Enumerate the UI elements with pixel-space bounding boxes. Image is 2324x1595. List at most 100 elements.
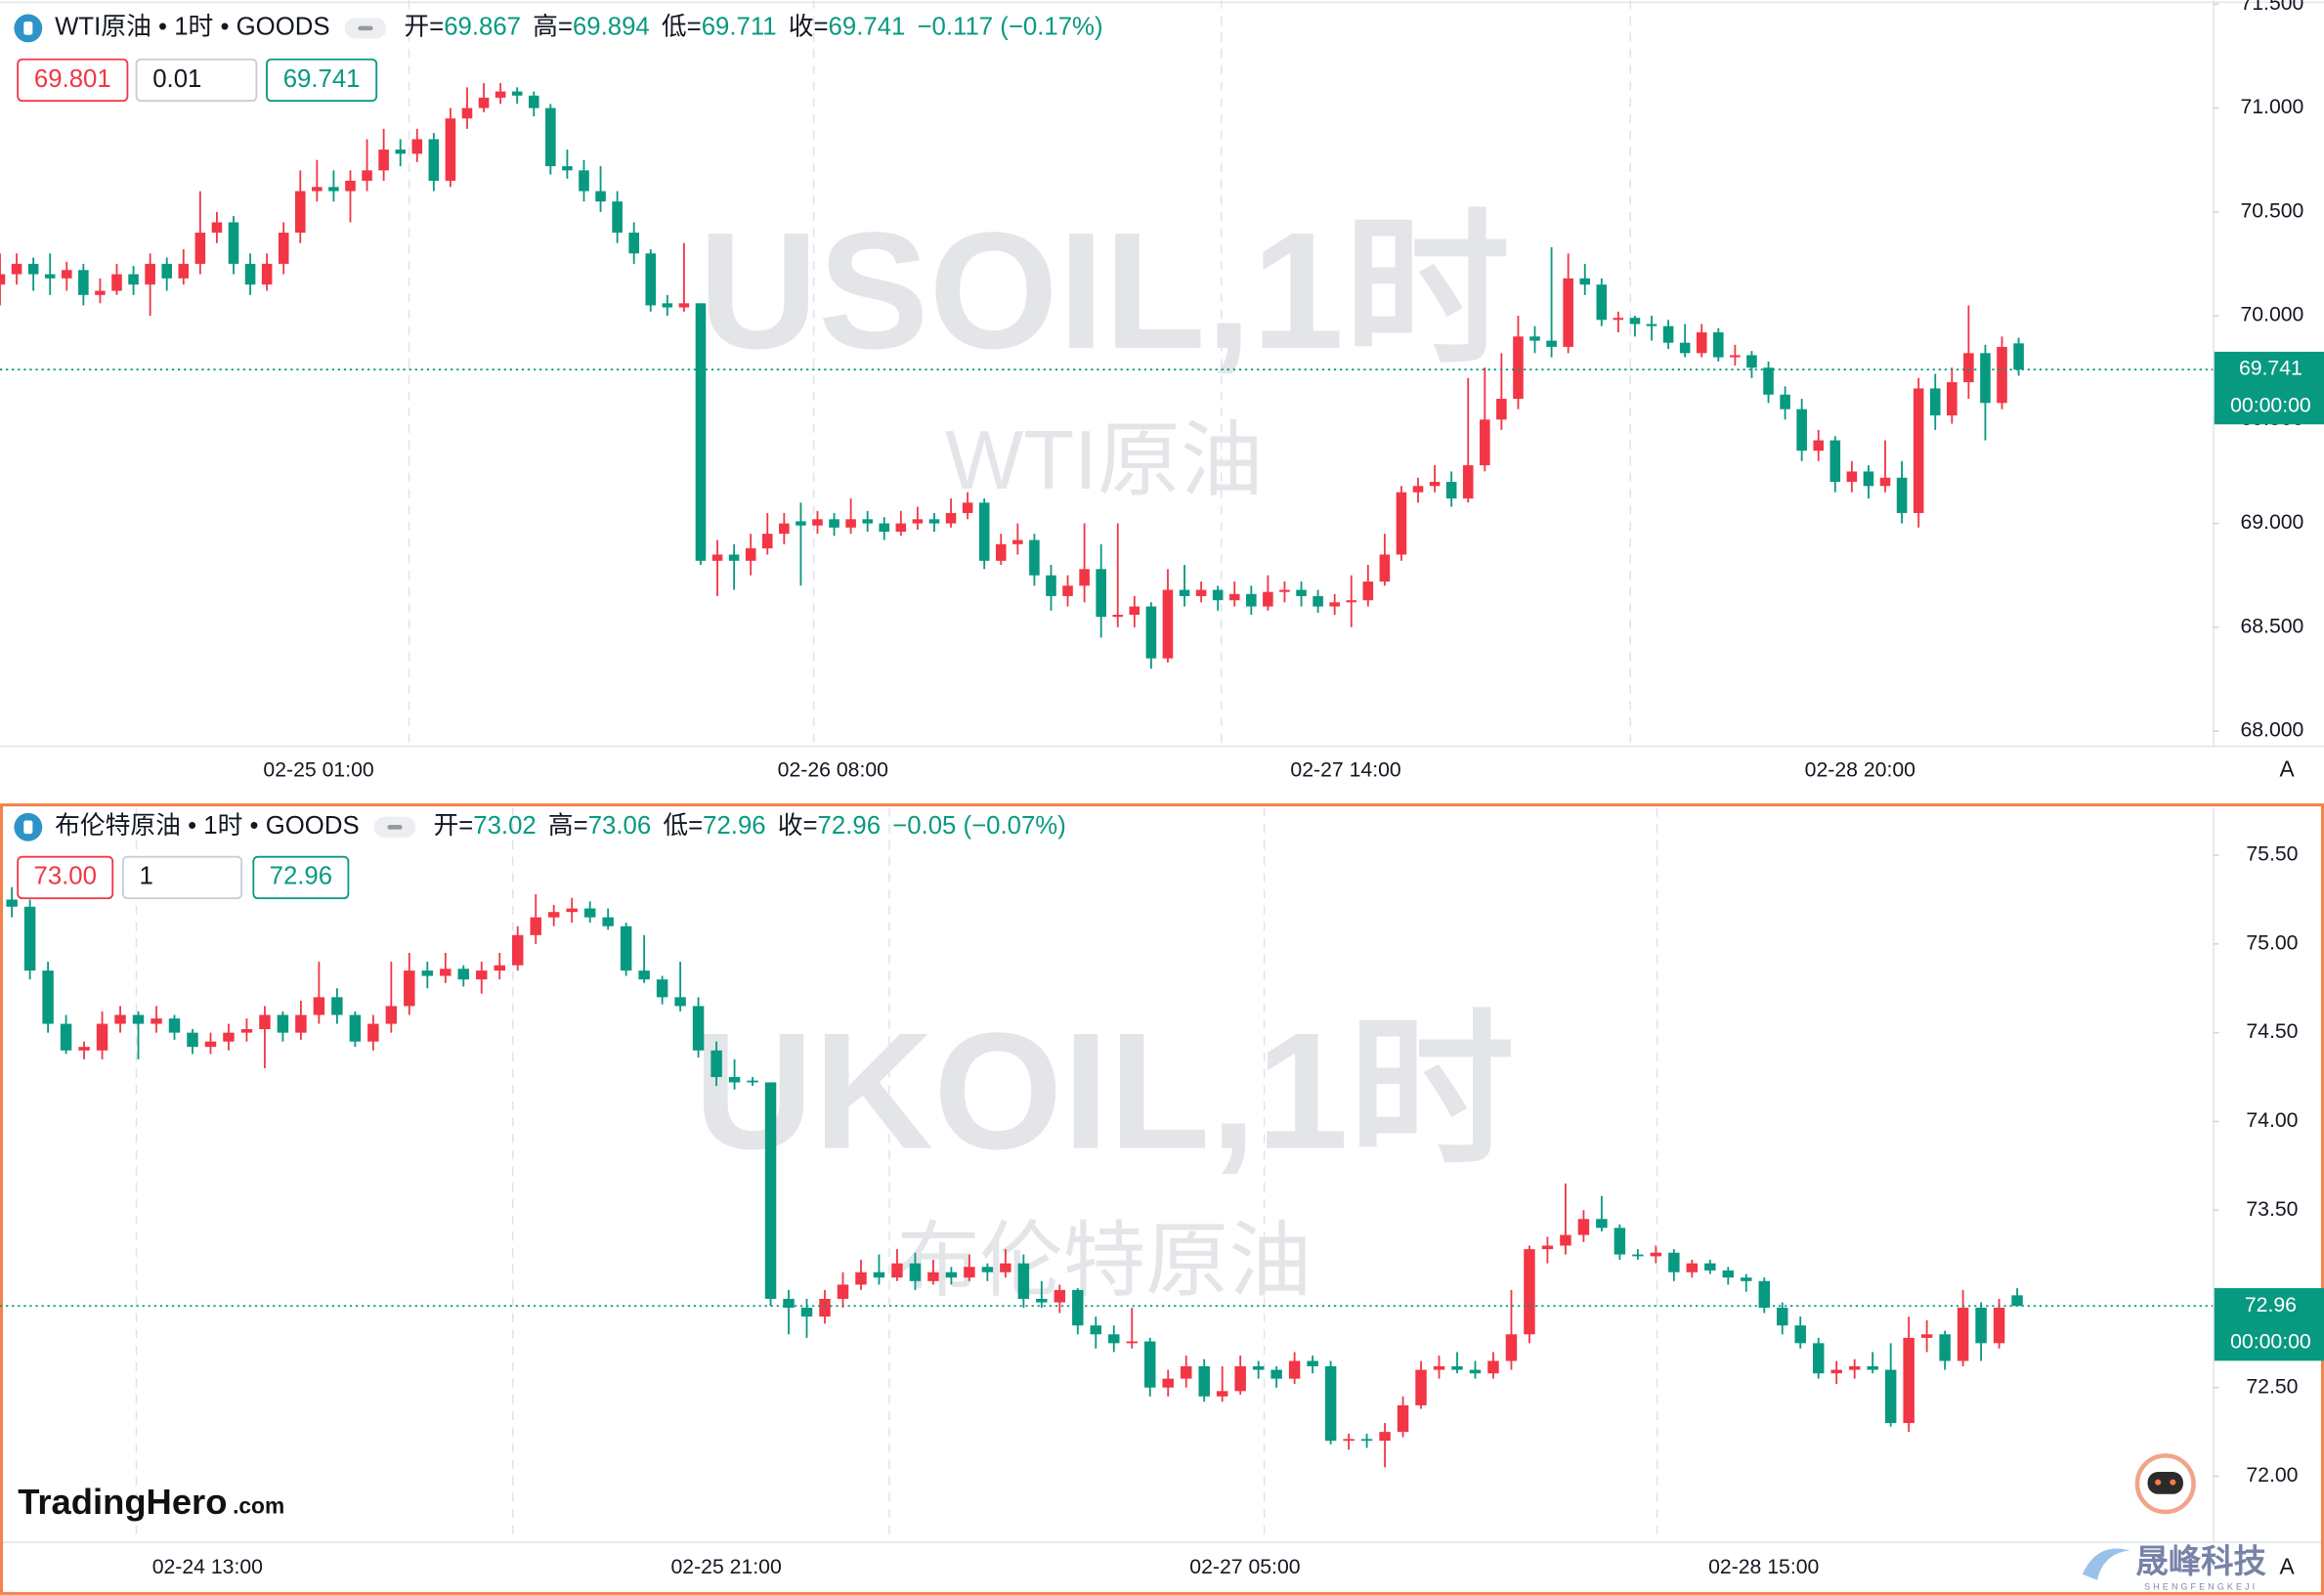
candle-body bbox=[895, 523, 907, 533]
y-tick-label: 70.000 bbox=[2240, 304, 2303, 326]
candle-body bbox=[1252, 1365, 1265, 1370]
step-box[interactable] bbox=[121, 855, 243, 900]
y-tick-label: 68.000 bbox=[2240, 719, 2303, 742]
step-box[interactable] bbox=[135, 58, 258, 103]
candle-body bbox=[168, 1018, 181, 1033]
candle-body bbox=[1829, 440, 1841, 483]
watermark-subtitle: 布伦特原油 bbox=[897, 1214, 1313, 1307]
collapse-pill-dash bbox=[387, 825, 403, 830]
candle-body bbox=[259, 1014, 271, 1030]
candle-body bbox=[328, 187, 339, 192]
candle-body bbox=[1062, 585, 1073, 596]
ohlc-field-label: 收= bbox=[789, 13, 829, 41]
candle-body bbox=[378, 150, 389, 171]
candle-body bbox=[512, 934, 524, 966]
candle-body bbox=[461, 108, 473, 119]
candle-body bbox=[891, 1263, 903, 1278]
auto-scale-button[interactable]: A bbox=[2279, 756, 2295, 782]
candle-body bbox=[178, 263, 190, 279]
candle-body bbox=[1313, 595, 1323, 607]
candle-body bbox=[1812, 1343, 1825, 1374]
candle-body bbox=[1963, 353, 1974, 383]
candle-body bbox=[331, 997, 343, 1015]
candle-body bbox=[1662, 325, 1674, 343]
candle-body bbox=[779, 523, 790, 535]
ask-box[interactable] bbox=[252, 855, 350, 900]
candle-body bbox=[1704, 1263, 1716, 1271]
candle-body bbox=[656, 979, 668, 998]
candle-body bbox=[1529, 336, 1540, 341]
candle-body bbox=[562, 166, 573, 171]
candle-body bbox=[132, 1014, 145, 1024]
candle-body bbox=[114, 1014, 126, 1024]
candle-body bbox=[95, 290, 106, 295]
candle-body bbox=[42, 970, 54, 1024]
bid-box[interactable] bbox=[17, 855, 114, 900]
ohlc-field-value: 73.02 bbox=[473, 812, 536, 840]
candle-body bbox=[962, 502, 973, 513]
candle-body bbox=[1746, 355, 1757, 368]
candle-body bbox=[476, 970, 488, 980]
candles bbox=[6, 886, 2023, 1468]
candle-body bbox=[1469, 1369, 1482, 1374]
bid-box[interactable] bbox=[17, 58, 129, 103]
candle-body bbox=[1686, 1263, 1699, 1272]
candle-body bbox=[695, 303, 707, 561]
x-tick-label: 02-24 13:00 bbox=[152, 1556, 263, 1578]
assistant-button[interactable] bbox=[2134, 1453, 2196, 1515]
candle-body bbox=[1579, 278, 1591, 285]
candle-body bbox=[1415, 1369, 1427, 1405]
candle-body bbox=[1696, 332, 1707, 354]
candle-body bbox=[421, 970, 434, 976]
candle-body bbox=[1343, 1439, 1355, 1442]
candle-body bbox=[404, 970, 415, 1007]
y-tick-label: 74.00 bbox=[2246, 1109, 2298, 1132]
candle-body bbox=[1288, 1360, 1301, 1379]
candle-body bbox=[1079, 569, 1090, 586]
candle-body bbox=[60, 1023, 72, 1051]
candle-body bbox=[964, 1267, 975, 1278]
auto-scale-button[interactable]: A bbox=[2279, 1554, 2295, 1579]
candle-body bbox=[1980, 353, 1991, 404]
candle-body bbox=[728, 554, 740, 561]
symbol-icon-glyph bbox=[23, 22, 33, 35]
candle-body bbox=[1846, 471, 1858, 483]
candle-body bbox=[211, 222, 223, 234]
candle-body bbox=[494, 965, 505, 971]
ohlc-field-value: 73.06 bbox=[588, 812, 651, 840]
candle-body bbox=[796, 521, 806, 526]
ohlc-field-label: 低= bbox=[663, 811, 703, 840]
candle-body bbox=[692, 1006, 705, 1051]
candle-body bbox=[662, 303, 673, 308]
candle-body bbox=[367, 1023, 379, 1042]
y-tick-label: 71.500 bbox=[2240, 0, 2303, 15]
candle-body bbox=[1162, 589, 1174, 659]
x-tick-label: 02-27 05:00 bbox=[1189, 1556, 1300, 1578]
candles bbox=[0, 83, 2024, 669]
candle-body bbox=[1360, 1439, 1373, 1442]
logo-name: TradingHero bbox=[18, 1482, 227, 1522]
candle-body bbox=[747, 1080, 758, 1083]
ohlc-field-value: 69.741 bbox=[829, 14, 906, 41]
candle-body bbox=[111, 274, 122, 291]
y-tick-label: 75.00 bbox=[2246, 931, 2298, 954]
candle-body bbox=[909, 1263, 922, 1281]
candle-body bbox=[945, 1272, 958, 1278]
ohlc-field-value: 69.894 bbox=[573, 14, 650, 41]
candle-body bbox=[161, 263, 173, 279]
assistant-face bbox=[2147, 1472, 2183, 1494]
candle-body bbox=[1396, 492, 1407, 555]
candle-body bbox=[128, 274, 139, 285]
candle-body bbox=[312, 187, 323, 192]
x-tick-label: 02-25 01:00 bbox=[263, 758, 373, 781]
candle-body bbox=[1144, 1341, 1156, 1388]
last-price-box bbox=[2214, 1288, 2324, 1361]
symbol-title: 布伦特原油 • 1时 • GOODS bbox=[55, 811, 360, 840]
candle-body bbox=[27, 263, 39, 275]
candle-body bbox=[385, 1006, 398, 1024]
ask-box[interactable] bbox=[266, 58, 378, 103]
candle-body bbox=[845, 519, 856, 528]
candle-body bbox=[1730, 355, 1741, 358]
candle-body bbox=[1947, 382, 1958, 416]
